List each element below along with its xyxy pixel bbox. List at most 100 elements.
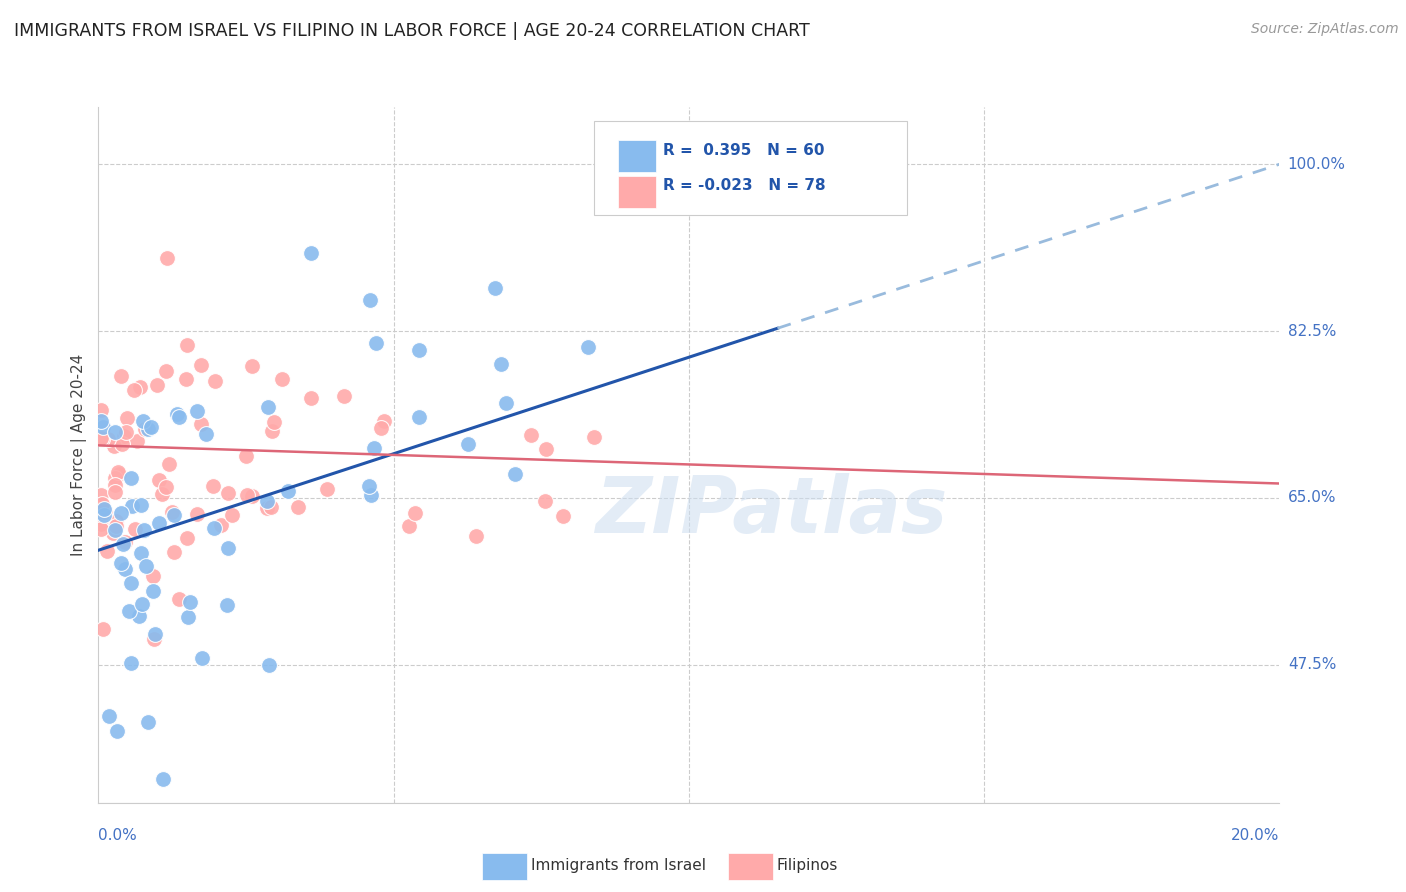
Point [136, 714, 159, 729]
Point [163, 508, 186, 522]
Point [90, 414, 112, 428]
Point [240, 489, 263, 503]
Point [495, 396, 517, 410]
Point [166, 407, 188, 421]
Point [536, 442, 558, 456]
Point [257, 658, 280, 673]
Point [256, 494, 278, 508]
Text: Filipinos: Filipinos [776, 858, 838, 872]
Point [120, 471, 142, 485]
Point [124, 522, 146, 536]
Point [186, 507, 208, 521]
Point [96, 544, 118, 558]
Point [202, 521, 225, 535]
Point [142, 569, 165, 583]
Point [121, 499, 143, 513]
Point [108, 467, 131, 482]
Point [146, 378, 169, 392]
Point [104, 514, 127, 528]
Point [90, 487, 112, 501]
Point [105, 723, 128, 738]
Text: 65.0%: 65.0% [1288, 491, 1336, 505]
Point [404, 507, 426, 521]
Point [194, 426, 217, 441]
Point [457, 437, 479, 451]
Point [91, 432, 114, 446]
Point [217, 541, 239, 555]
Point [104, 519, 127, 533]
Point [90, 402, 112, 417]
Point [260, 500, 283, 514]
Point [190, 417, 212, 432]
Point [333, 388, 356, 402]
Point [129, 546, 152, 560]
Point [91, 506, 114, 520]
Text: Immigrants from Israel: Immigrants from Israel [531, 858, 706, 872]
FancyBboxPatch shape [619, 176, 655, 208]
Point [520, 428, 543, 442]
Point [142, 584, 165, 599]
Y-axis label: In Labor Force | Age 20-24: In Labor Force | Age 20-24 [72, 354, 87, 556]
Point [408, 343, 430, 357]
Point [93, 505, 115, 519]
Point [277, 483, 299, 498]
Point [91, 497, 114, 511]
Point [152, 772, 174, 786]
Text: 82.5%: 82.5% [1288, 324, 1336, 339]
Point [163, 545, 186, 559]
Point [131, 597, 153, 611]
Point [363, 442, 385, 456]
Point [260, 424, 283, 438]
Point [256, 500, 278, 515]
Point [582, 430, 605, 444]
Text: R = -0.023   N = 78: R = -0.023 N = 78 [664, 178, 825, 193]
Point [132, 414, 155, 428]
Point [110, 556, 132, 570]
Point [110, 369, 132, 384]
Point [160, 505, 183, 519]
Point [179, 595, 201, 609]
Point [370, 421, 392, 435]
Point [503, 467, 526, 481]
Point [271, 371, 294, 385]
Point [97, 708, 120, 723]
Point [315, 482, 337, 496]
Point [174, 372, 197, 386]
Point [110, 437, 132, 451]
Point [104, 471, 127, 485]
Point [150, 487, 173, 501]
Point [204, 374, 226, 388]
Point [139, 420, 162, 434]
Point [299, 391, 322, 405]
Point [90, 517, 112, 532]
Text: 100.0%: 100.0% [1288, 157, 1346, 172]
Text: 20.0%: 20.0% [1232, 828, 1279, 843]
Point [357, 478, 380, 492]
Point [167, 409, 190, 424]
Point [176, 610, 198, 624]
Point [191, 651, 214, 665]
Point [534, 494, 557, 508]
Point [217, 486, 239, 500]
Point [364, 336, 387, 351]
Text: 47.5%: 47.5% [1288, 657, 1336, 672]
Point [155, 364, 177, 378]
Point [142, 632, 165, 647]
Point [408, 410, 430, 425]
Point [128, 608, 150, 623]
Point [93, 502, 115, 516]
Point [551, 509, 574, 524]
Point [115, 425, 138, 440]
Point [287, 500, 309, 515]
Point [118, 604, 141, 618]
Text: Source: ZipAtlas.com: Source: ZipAtlas.com [1251, 22, 1399, 37]
Point [104, 524, 127, 538]
Point [235, 449, 257, 463]
Point [155, 480, 177, 494]
Point [489, 358, 512, 372]
Point [169, 592, 191, 607]
Point [484, 280, 506, 294]
Text: R =  0.395   N = 60: R = 0.395 N = 60 [664, 143, 824, 158]
Point [359, 293, 381, 308]
Point [176, 531, 198, 545]
